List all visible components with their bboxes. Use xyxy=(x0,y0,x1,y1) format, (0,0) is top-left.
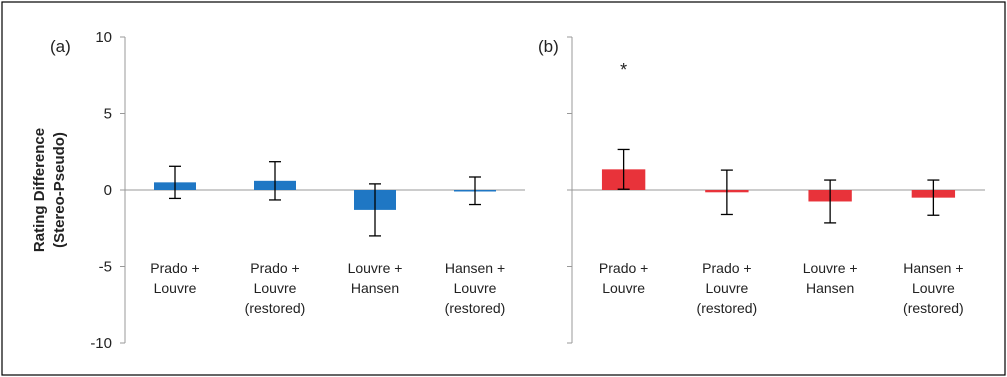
category-label: Louvre xyxy=(705,280,748,296)
category-label: Prado + xyxy=(150,260,199,276)
category-label: Louvre xyxy=(454,280,497,296)
category-label: Louvre + xyxy=(803,260,858,276)
y-axis-label-line-1: Rating Difference xyxy=(31,128,48,252)
category-label: Hansen + xyxy=(445,260,505,276)
category-label: (restored) xyxy=(245,300,306,316)
category-label: Prado + xyxy=(599,260,648,276)
y-tick-label: 5 xyxy=(104,106,112,123)
chart-panels: (a) 10 5 0 -5 -10 Prado + Louvre Prado + Louvre (r… xyxy=(50,29,985,352)
significance-marker: * xyxy=(620,60,627,80)
category-label: Prado + xyxy=(250,260,299,276)
category-label: Prado + xyxy=(702,260,751,276)
category-label: (restored) xyxy=(697,300,758,316)
category-label: Louvre xyxy=(154,280,197,296)
category-label: Louvre xyxy=(912,280,955,296)
panel-label: (a) xyxy=(50,37,71,56)
category-label: (restored) xyxy=(903,300,964,316)
category-label: Hansen + xyxy=(903,260,963,276)
panel-label: (b) xyxy=(538,37,559,56)
y-axis-label-line-2: (Stereo-Pseudo) xyxy=(51,132,68,248)
y-tick-label: 0 xyxy=(104,182,112,199)
category-label: Hansen xyxy=(806,280,854,296)
category-label: (restored) xyxy=(445,300,506,316)
y-tick-label: -10 xyxy=(90,335,112,352)
category-label: Hansen xyxy=(351,280,399,296)
y-tick-label: -5 xyxy=(99,259,112,276)
y-tick-label: 10 xyxy=(95,29,112,46)
panel-a: (a) 10 5 0 -5 -10 Prado + Louvre Prado + Louvre (r… xyxy=(50,29,525,352)
panel-b: (b) * Prado + Louvre Prado + Louvre (restored)… xyxy=(538,36,985,344)
category-label: Louvre xyxy=(602,280,645,296)
category-label: Louvre xyxy=(254,280,297,296)
category-label: Louvre + xyxy=(348,260,403,276)
